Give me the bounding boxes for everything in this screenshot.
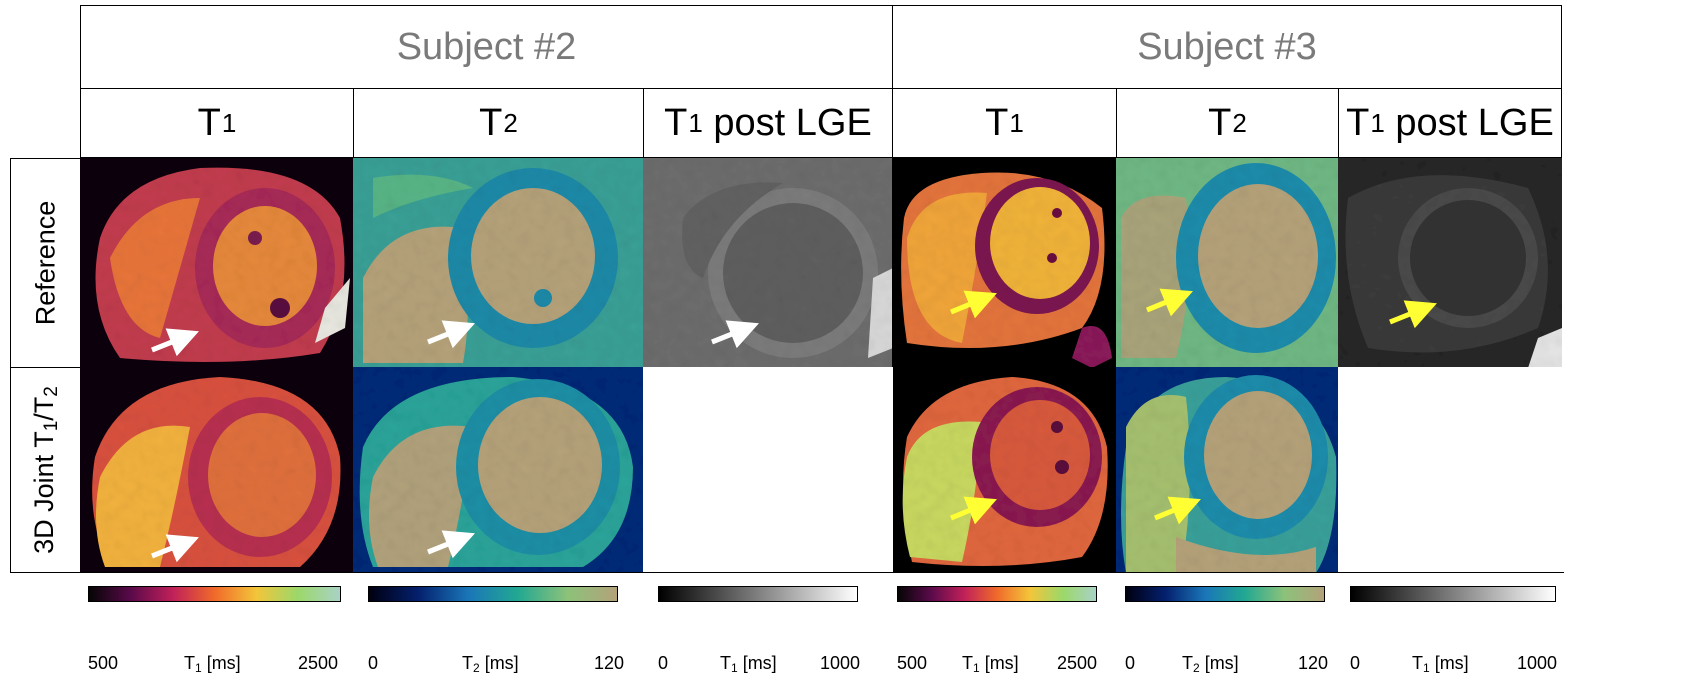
empty-cell-s2-joint-lge <box>643 367 893 573</box>
map-s3-ref-t2 <box>1116 158 1339 368</box>
row-label-joint: 3D Joint T1/T2 <box>10 367 81 573</box>
colorbar-s3-t1-max: 2500 <box>1057 653 1098 673</box>
colorbar-s2-t2 <box>368 586 618 602</box>
subject-2-header: Subject #2 <box>80 5 893 89</box>
colorbar-s2-t2-label: T2 [ms] <box>462 653 519 675</box>
row-label-joint-text: 3D Joint T1/T2 <box>28 386 62 554</box>
colorbar-s2-lge-min: 0 <box>658 653 669 673</box>
colorbar-s3-t2-min: 0 <box>1125 653 1136 673</box>
map-s3-joint-t2 <box>1116 367 1339 573</box>
colorbar-s3-t1-label: T1 [ms] <box>962 653 1019 675</box>
colorbar-s2-t2-max: 120 <box>594 653 625 673</box>
colorbar-s3-lge-label: T1 [ms] <box>1412 653 1469 675</box>
map-s2-ref-t2 <box>353 158 644 368</box>
colorbar-s3-lge-max: 1000 <box>1517 653 1558 673</box>
colorbar-s2-t1 <box>88 586 341 602</box>
empty-cell-s3-joint-lge <box>1338 367 1562 573</box>
colorbar-s2-t1-max: 2500 <box>298 653 339 673</box>
colorbar-s3-t2-max: 120 <box>1298 653 1329 673</box>
subject-3-header: Subject #3 <box>892 5 1562 89</box>
map-s2-joint-t1 <box>80 367 354 573</box>
colorbar-s2-t2-min: 0 <box>368 653 379 673</box>
map-s2-joint-t2 <box>353 367 644 573</box>
map-s2-ref-t1-lge <box>643 158 893 368</box>
colorbar-s2-lge-label: T1 [ms] <box>720 653 777 675</box>
colorbar-s2-lge-max: 1000 <box>820 653 861 673</box>
colorbar-s3-lge <box>1350 586 1556 602</box>
colorbar-s3-t2 <box>1125 586 1325 602</box>
row-label-reference: Reference <box>10 158 81 368</box>
colorbar-s2-t1-min: 500 <box>88 653 119 673</box>
colorbar-s3-t2-label: T2 [ms] <box>1182 653 1239 675</box>
colorbar-s2-lge <box>658 586 858 602</box>
colorbar-s3-lge-min: 0 <box>1350 653 1361 673</box>
grid-bottom-line <box>10 572 1564 573</box>
colorbar-s3-t1 <box>897 586 1097 602</box>
map-s3-ref-t1 <box>892 158 1117 368</box>
row-label-reference-text: Reference <box>30 200 60 326</box>
map-s3-joint-t1 <box>892 367 1117 573</box>
colorbar-s3-t1-min: 500 <box>897 653 928 673</box>
map-s3-ref-t1-lge <box>1338 158 1562 368</box>
subject-3-title: Subject #3 <box>1137 25 1317 68</box>
colorbar-s2-t1-label: T1 [ms] <box>184 653 241 675</box>
map-s2-ref-t1 <box>80 158 354 368</box>
subject-2-title: Subject #2 <box>396 25 577 68</box>
